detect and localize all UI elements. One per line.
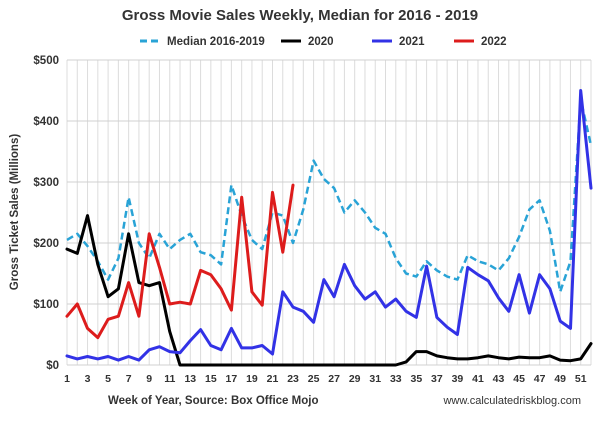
x-tick-label: 47 — [534, 373, 546, 385]
x-tick-label: 25 — [308, 373, 320, 385]
y-tick-label: $500 — [33, 55, 59, 67]
x-tick-label: 21 — [267, 373, 279, 385]
x-tick-label: 43 — [493, 373, 505, 385]
series-line-2021 — [65, 89, 593, 362]
legend-label: 2022 — [481, 36, 507, 48]
x-tick-label: 1 — [64, 373, 70, 385]
x-tick-label: 15 — [205, 373, 217, 385]
credit-text: www.calculatedriskblog.com — [442, 395, 581, 407]
series-lines — [65, 89, 593, 367]
legend-label: 2021 — [399, 36, 425, 48]
x-tick-label: 5 — [105, 373, 111, 385]
x-tick-label: 9 — [146, 373, 152, 385]
legend-label: Median 2016-2019 — [167, 36, 265, 48]
x-tick-label: 41 — [472, 373, 484, 385]
x-tick-label: 37 — [431, 373, 443, 385]
legend: Median 2016-2019 2020 2021 2022 — [140, 36, 507, 48]
chart-title: Gross Movie Sales Weekly, Median for 201… — [122, 7, 478, 24]
series-line-2022 — [65, 183, 295, 340]
x-tick-label: 13 — [184, 373, 196, 385]
x-tick-label: 27 — [328, 373, 340, 385]
x-tick-label: 39 — [452, 373, 464, 385]
x-tick-label: 7 — [126, 373, 132, 385]
y-axis-ticks: $0 $100 $200 $300 $400 $500 — [33, 55, 59, 372]
x-tick-label: 11 — [164, 373, 175, 385]
y-axis-label: Gross Ticket Sales (Millions) — [9, 134, 21, 291]
y-tick-label: $300 — [33, 177, 59, 189]
x-axis-label: Week of Year, Source: Box Office Mojo — [108, 395, 318, 407]
x-tick-label: 51 — [575, 373, 587, 385]
x-axis-ticks: 1 3 5 7 9 11 13 15 17 19 21 23 25 27 29 31 33 35 37 39 41 43 4… — [64, 373, 587, 385]
x-tick-label: 31 — [369, 373, 381, 385]
x-tick-label: 33 — [390, 373, 402, 385]
y-tick-label: $400 — [33, 116, 59, 128]
y-tick-label: $200 — [33, 238, 59, 250]
x-tick-label: 3 — [85, 373, 91, 385]
grid — [66, 59, 592, 366]
x-tick-label: 19 — [246, 373, 258, 385]
x-tick-label: 45 — [513, 373, 525, 385]
x-tick-label: 29 — [349, 373, 361, 385]
series-line-2020 — [65, 214, 593, 367]
x-tick-label: 17 — [226, 373, 238, 385]
y-tick-label: $0 — [46, 360, 59, 372]
x-tick-label: 35 — [410, 373, 422, 385]
x-tick-label: 23 — [287, 373, 299, 385]
x-tick-label: 49 — [554, 373, 566, 385]
legend-label: 2020 — [308, 36, 334, 48]
y-tick-label: $100 — [33, 299, 59, 311]
